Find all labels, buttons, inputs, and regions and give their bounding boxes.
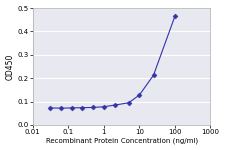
X-axis label: Recombinant Protein Concentration (ng/ml): Recombinant Protein Concentration (ng/ml… [45,138,198,144]
Y-axis label: OD450: OD450 [6,53,15,80]
